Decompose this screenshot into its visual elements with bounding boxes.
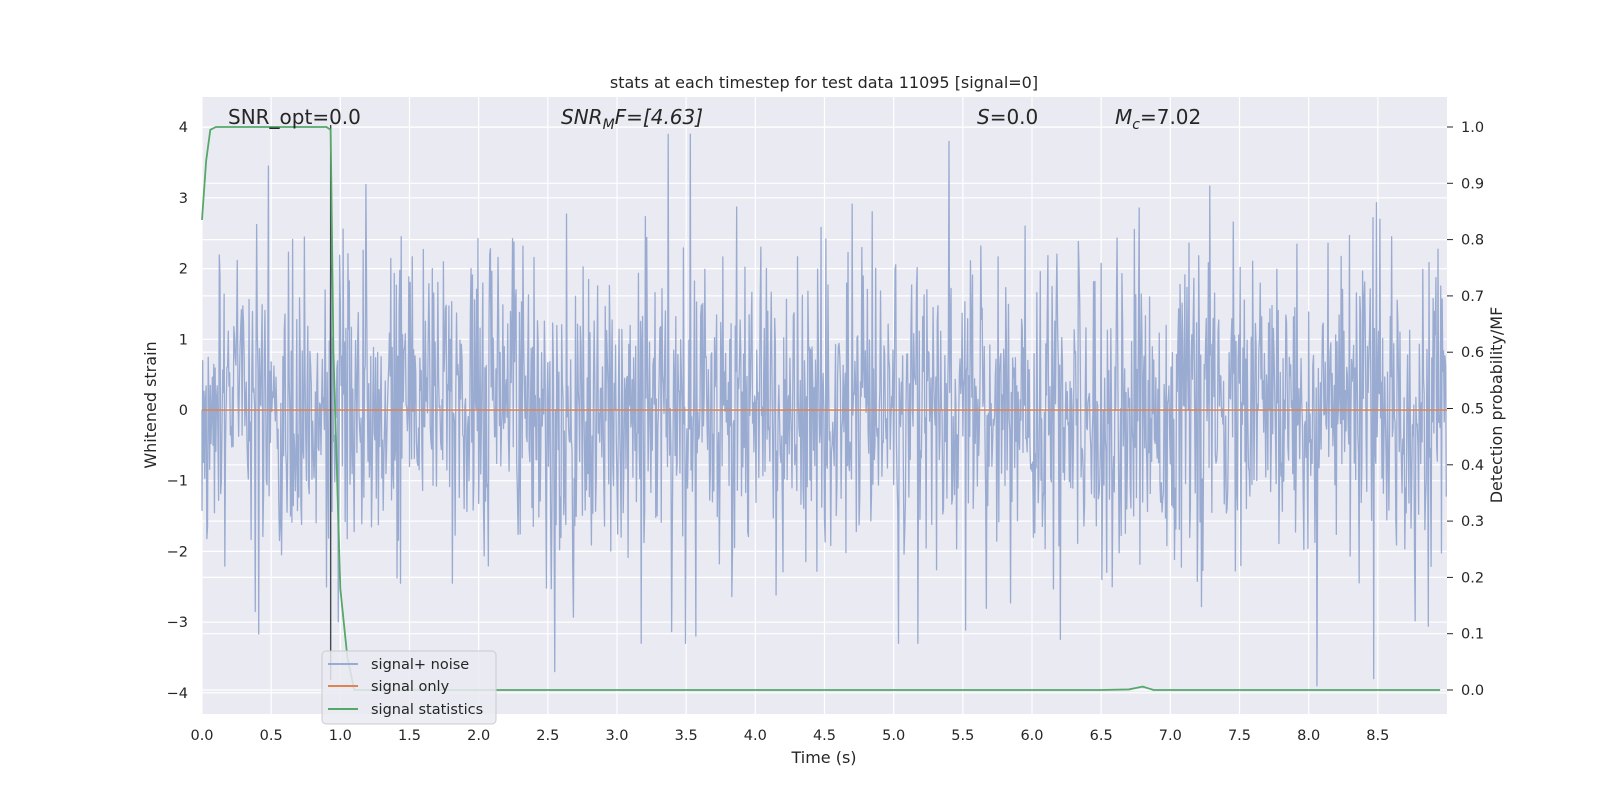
y-right-tick-label: 0.2 [1461,570,1484,586]
chart-title: stats at each timestep for test data 110… [610,73,1038,92]
y-right-tick-label: 0.5 [1461,402,1484,418]
y-right-tick-label: 0.9 [1461,176,1484,192]
y-left-tick-label: 3 [179,191,188,207]
legend-box [321,650,497,725]
y-axis-label-left: Whitened strain [141,341,160,468]
x-tick-label: 2.5 [536,728,559,744]
x-tick-label: 4.0 [744,728,767,744]
y-right-tick-label: 0.0 [1461,683,1484,699]
y-right-tick-label: 0.6 [1461,345,1484,361]
annotation-mc-sub: c [1132,117,1140,133]
y-left-tick-label: −1 [167,474,188,490]
x-tick-label: 6.0 [1020,728,1043,744]
y-left-tick-label: 2 [179,262,188,278]
annotation-snr-mf-rest: F=[4.63] [615,105,703,129]
axis-ticks: 0.0 0.5 1.0 1.5 2.0 2.5 3.0 3.5 4.0 4.5 5.0 5.5 6.0 6… [167,120,1484,744]
x-tick-label: 0.5 [260,728,283,744]
annotation-snr-mf-base: SNR [561,105,603,129]
x-tick-label: 5.5 [951,728,974,744]
x-tick-label: 8.5 [1366,728,1389,744]
annotation-snr-opt: SNR_opt=0.0 [228,105,361,129]
x-tick-label: 3.5 [675,728,698,744]
x-tick-label: 2.0 [467,728,490,744]
legend: signal+ noise signal only signal statist… [321,650,497,725]
x-tick-label: 6.5 [1090,728,1113,744]
x-tick-label: 4.5 [813,728,836,744]
x-tick-label: 1.0 [329,728,352,744]
annotation-s: S=0.0 [977,105,1038,129]
y-right-tick-label: 0.1 [1461,627,1484,643]
y-right-tick-label: 0.8 [1461,233,1484,249]
annotation-snr-mf: SNRMF=[4.63] [561,105,703,133]
x-tick-label: 7.5 [1228,728,1251,744]
annotation-snr-mf-sub: M [603,117,615,133]
y-right-tick-label: 0.7 [1461,289,1484,305]
legend-label-signal-noise: signal+ noise [371,657,469,673]
y-right-tick-label: 1.0 [1461,120,1484,136]
y-left-tick-label: −4 [167,686,188,702]
y-right-tick-label: 0.3 [1461,514,1484,530]
legend-label-signal-statistics: signal statistics [371,702,483,718]
x-axis-label: Time (s) [790,748,856,767]
y-right-tick-label: 0.4 [1461,458,1484,474]
annotation-s-rest: =0.0 [990,105,1039,129]
x-tick-label: 3.0 [605,728,628,744]
annotation-mc-base: M [1115,105,1132,129]
annotation-mc-rest: =7.02 [1140,105,1201,129]
y-left-tick-label: −3 [167,615,188,631]
annotation-s-base: S [977,105,990,129]
y-axis-label-right: Detection probability/MF [1487,307,1506,504]
x-tick-label: 0.0 [190,728,213,744]
x-tick-label: 7.0 [1159,728,1182,744]
legend-label-signal-only: signal only [371,679,450,695]
x-tick-label: 1.5 [398,728,421,744]
x-tick-label: 8.0 [1297,728,1320,744]
x-tick-label: 5.0 [882,728,905,744]
annotation-mc: Mc=7.02 [1115,105,1201,133]
y-left-tick-label: −2 [167,544,188,560]
y-left-tick-label: 4 [179,120,188,136]
y-left-tick-label: 1 [179,332,188,348]
y-left-tick-label: 0 [179,403,188,419]
